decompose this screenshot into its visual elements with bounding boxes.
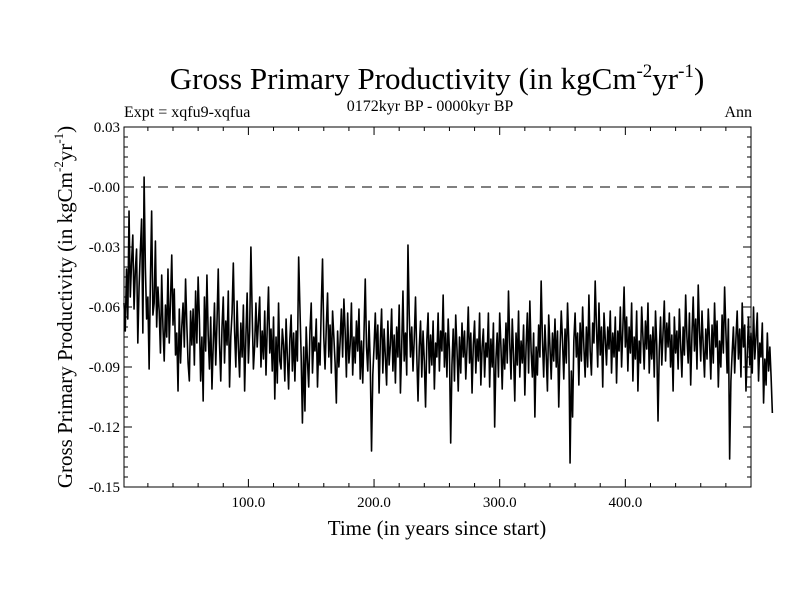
- y-axis-ticks: 0.03 -0.00 -0.03 -0.06 -0.09 -0.12 -0.15: [89, 120, 751, 496]
- x-tick-label: 200.0: [357, 495, 391, 511]
- x-tick-label: 400.0: [608, 495, 642, 511]
- y-tick-label: -0.03: [89, 240, 120, 256]
- y-tick-label: -0.09: [89, 360, 120, 376]
- chart-title: Gross Primary Productivity (in kgCm-2yr-…: [170, 61, 705, 96]
- x-axis-label: Time (in years since start): [328, 516, 547, 540]
- x-tick-label: 300.0: [483, 495, 517, 511]
- y-tick-label: -0.15: [89, 480, 120, 496]
- y-tick-label: -0.00: [89, 180, 120, 196]
- y-tick-label: -0.06: [89, 300, 121, 316]
- y-tick-label: 0.03: [94, 120, 120, 136]
- series-line-ann: [123, 176, 774, 464]
- experiment-label: Expt = xqfu9-xqfua: [124, 104, 250, 121]
- x-axis-ticks: 100.0 200.0 300.0 400.0: [232, 127, 642, 511]
- x-tick-label: 100.0: [232, 495, 266, 511]
- y-axis-label: Gross Primary Productivity (in kgCm-2yr-…: [51, 126, 77, 488]
- y-tick-label: -0.12: [89, 420, 120, 436]
- minor-ticks: [124, 127, 751, 487]
- season-label: Ann: [724, 104, 752, 121]
- period-label: 0172kyr BP - 0000kyr BP: [347, 98, 514, 115]
